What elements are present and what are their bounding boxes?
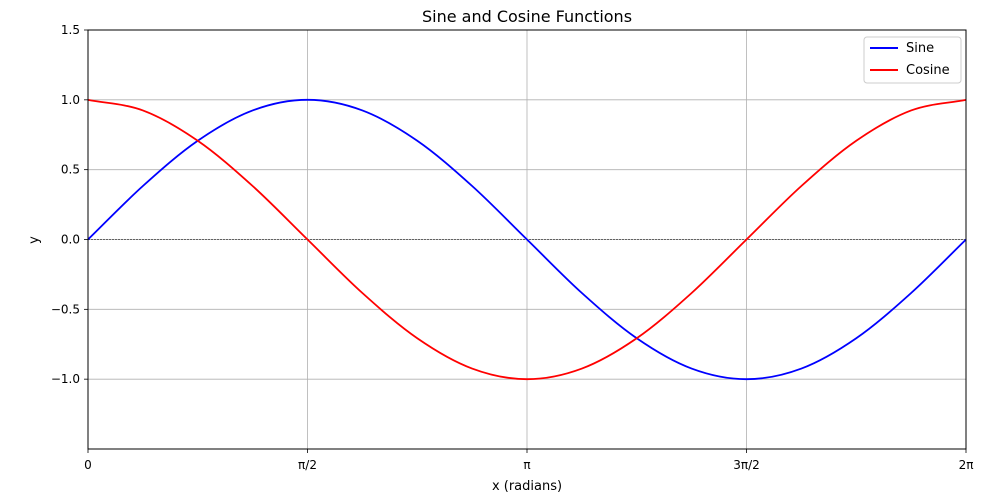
- y-tick-label: −1.0: [51, 372, 80, 386]
- x-tick-label: 2π: [959, 458, 974, 472]
- tick-layer: 0 π/2 π 3π/2 2π 1.5 1.0 0.5 0.0 −0.5 −1.0: [51, 23, 974, 472]
- legend-label-cosine: Cosine: [906, 63, 950, 78]
- x-axis-label: x (radians): [492, 479, 562, 494]
- series-line-sine: [87, 98, 967, 381]
- chart-title: Sine and Cosine Functions: [422, 7, 632, 26]
- y-tick-label: 1.5: [61, 23, 80, 37]
- x-tick-label: 3π/2: [733, 458, 760, 472]
- x-tick-label: π/2: [298, 458, 317, 472]
- y-tick-label: 1.0: [61, 93, 80, 107]
- x-tick-label: π: [523, 458, 530, 472]
- y-tick-label: 0.0: [61, 233, 80, 247]
- x-tick-label: 0: [84, 458, 92, 472]
- series-line-cosine: [87, 98, 967, 381]
- series-layer: [87, 98, 967, 381]
- y-axis-label: y: [27, 236, 42, 244]
- legend-label-sine: Sine: [906, 41, 934, 56]
- y-tick-label: 0.5: [61, 163, 80, 177]
- y-tick-label: −0.5: [51, 302, 80, 316]
- legend: Sine Cosine: [863, 36, 962, 84]
